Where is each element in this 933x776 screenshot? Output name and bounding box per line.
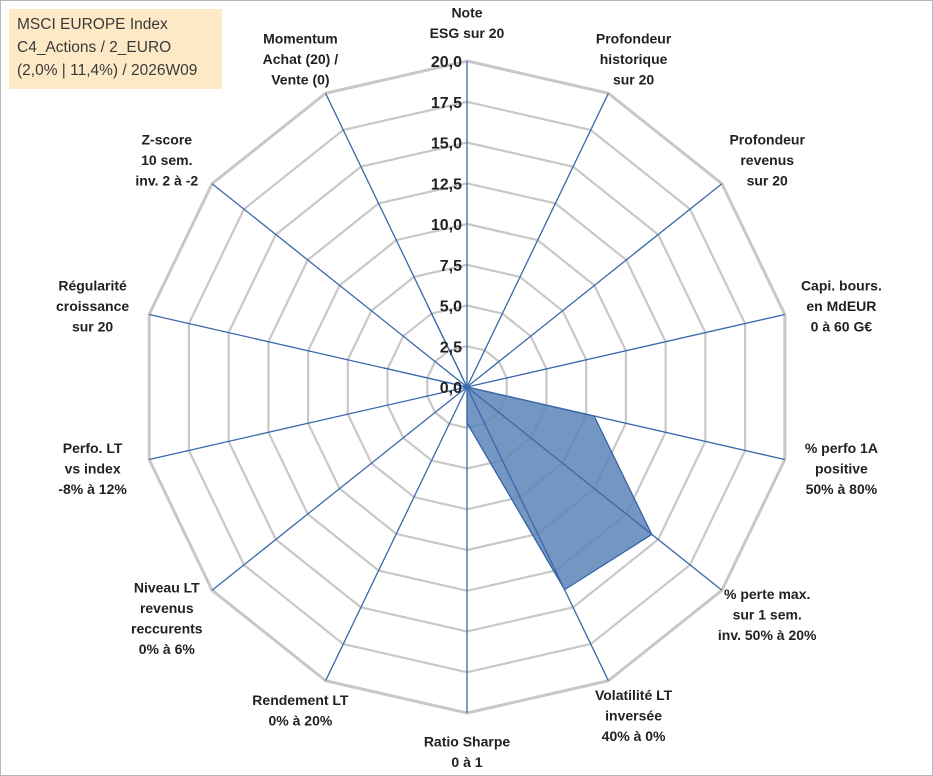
axis-label: Z-score 10 sem. inv. 2 à -2 [135,132,198,189]
legend-line-3: (2,0% | 11,4%) / 2026W09 [17,62,198,79]
axis-spoke [466,386,723,591]
axis-label-line: sur 20 [747,173,788,189]
axis-label-line: en MdEUR [806,298,876,314]
axis-label-line: historique [600,51,668,67]
axis-spoke [149,313,468,388]
axis-spoke [211,386,468,591]
axis-label: Momentum Achat (20) / Vente (0) [263,30,339,87]
axis-label-line: % perte max. [724,586,810,602]
tick-label: 12,5 [431,176,462,193]
axis-spoke [325,93,468,388]
axis-label-line: ESG sur 20 [430,25,505,41]
radar-tick-labels: 0,0 2,5 5,0 7,5 10,0 12,5 15,0 17,5 20,0 [431,54,462,397]
axis-label-line: Rendement LT [252,692,349,708]
radar-spokes [149,61,785,713]
axis-label-line: inv. 50% à 20% [718,627,817,643]
axis-label-line: sur 20 [613,71,654,87]
axis-label-line: Z-score [142,132,193,148]
axis-label-line: Momentum [263,30,338,46]
axis-label-line: 10 sem. [141,152,192,168]
axis-label: Note ESG sur 20 [430,5,505,42]
axis-spoke [466,183,723,388]
tick-label: 2,5 [440,339,462,356]
axis-label-line: Volatilité LT [595,687,673,703]
axis-spoke [466,313,785,388]
tick-label: 0,0 [440,380,462,397]
legend-line-1: MSCI EUROPE Index [17,16,168,33]
axis-label-line: % perfo 1A [805,440,878,456]
axis-label: Rendement LT 0% à 20% [252,692,349,729]
axis-label-line: revenus [740,152,794,168]
axis-label-line: Ratio Sharpe [424,734,511,750]
axis-label-line: Perfo. LT [63,440,123,456]
tick-label: 10,0 [431,217,462,234]
axis-spoke [466,386,785,461]
axis-label-line: -8% à 12% [58,481,127,497]
tick-label: 20,0 [431,54,462,71]
radar-axis-labels: Note ESG sur 20 Profondeur historique sur 20… [56,5,882,771]
axis-label: Profondeur revenus sur 20 [729,132,805,189]
axis-label: Ratio Sharpe 0 à 1 [424,734,511,771]
axis-label-line: sur 20 [72,319,113,335]
axis-label: % perte max. sur 1 sem. inv. 50% à 20% [718,586,817,643]
legend-line-2: C4_Actions / 2_EURO [17,39,172,56]
axis-label: Niveau LT revenus reccurents 0% à 6% [131,580,203,658]
axis-label: Perfo. LT vs index -8% à 12% [58,440,127,497]
tick-label: 5,0 [440,299,462,316]
axis-label-line: 0% à 6% [139,641,196,657]
axis-label-line: Profondeur [596,30,672,46]
axis-label-line: 0% à 20% [268,712,332,728]
axis-label-line: 0 à 60 G€ [811,319,873,335]
axis-label-line: 50% à 80% [806,481,878,497]
axis-label-line: Vente (0) [271,71,329,87]
axis-label: Régularité croissance sur 20 [56,278,129,335]
axis-label-line: Capi. bours. [801,278,882,294]
tick-label: 17,5 [431,95,462,112]
legend-box: MSCI EUROPE Index C4_Actions / 2_EURO (2… [9,9,222,89]
axis-spoke [325,386,468,681]
axis-label: Volatilité LT inversée 40% à 0% [595,687,673,744]
axis-label-line: reccurents [131,621,203,637]
series-area [384,305,653,591]
axis-label-line: inversée [605,708,662,724]
tick-label: 15,0 [431,136,462,153]
tick-label: 7,5 [440,258,462,275]
axis-spoke [466,386,609,681]
radar-series [383,305,653,591]
axis-label: Capi. bours. en MdEUR 0 à 60 G€ [801,278,882,335]
axis-label-line: inv. 2 à -2 [135,173,198,189]
axis-label: % perfo 1A positive 50% à 80% [805,440,878,497]
axis-label-line: croissance [56,298,129,314]
axis-label-line: Note [451,5,482,21]
axis-label-line: Régularité [58,278,127,294]
axis-spoke [466,93,609,388]
axis-label-line: sur 1 sem. [733,607,802,623]
axis-label-line: 40% à 0% [602,728,666,744]
axis-label-line: Profondeur [729,132,805,148]
axis-label-line: positive [815,460,868,476]
axis-spoke [149,386,468,461]
axis-label-line: Achat (20) / [263,51,339,67]
axis-label-line: 0 à 1 [451,754,482,770]
axis-label-line: vs index [65,460,121,476]
axis-spoke [211,183,468,388]
axis-label-line: revenus [140,600,194,616]
axis-label: Profondeur historique sur 20 [596,30,672,87]
axis-label-line: Niveau LT [134,580,200,596]
